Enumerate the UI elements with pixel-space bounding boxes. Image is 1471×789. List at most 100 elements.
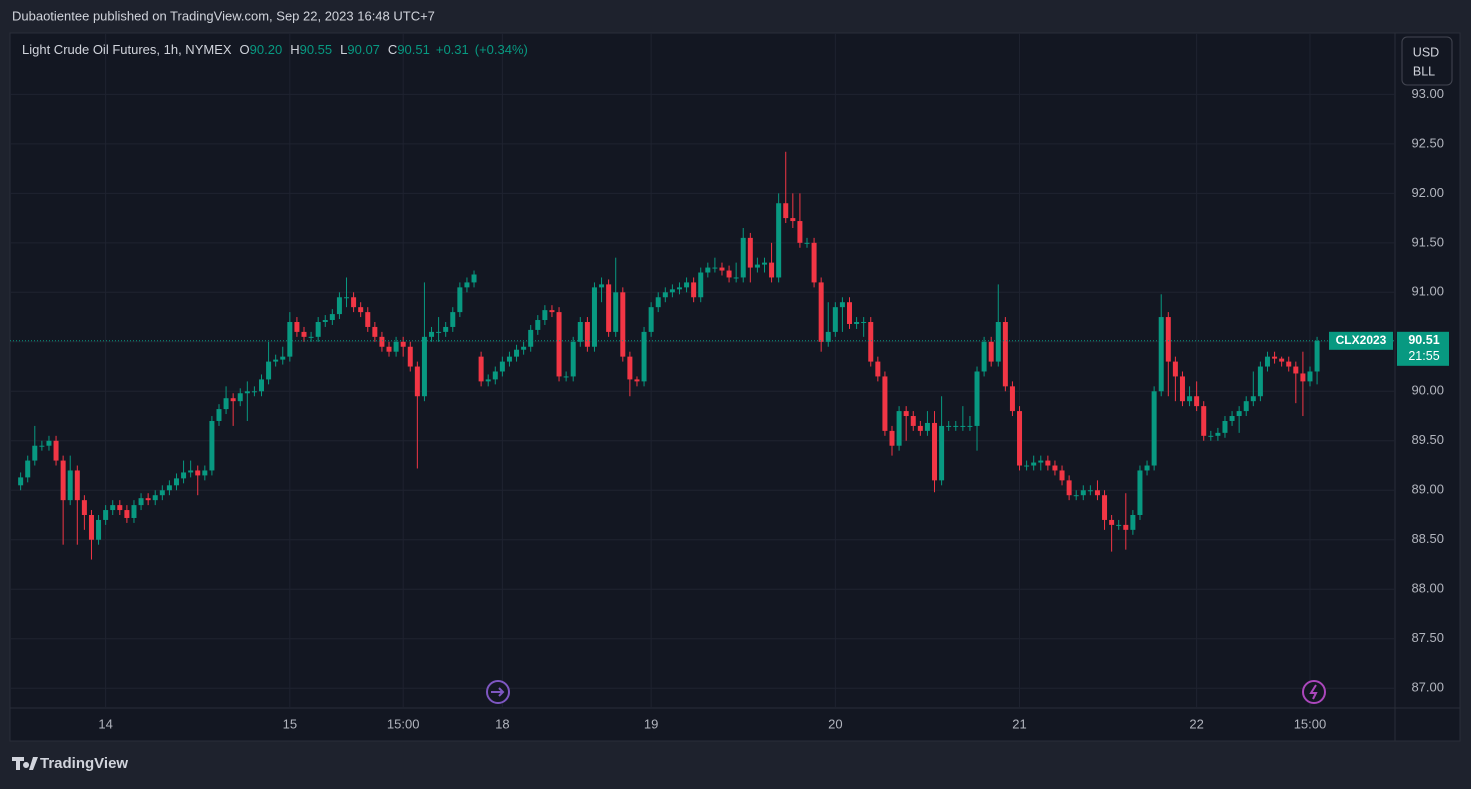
candle-body: [202, 470, 208, 476]
candle-body: [322, 320, 328, 323]
candle-body: [684, 282, 690, 288]
candle-body: [705, 267, 711, 273]
candle-body: [287, 322, 293, 357]
candle-body: [400, 341, 406, 347]
candle-body: [124, 510, 130, 518]
candle-body: [429, 331, 435, 337]
candle-body: [535, 320, 541, 330]
candle-body: [74, 470, 80, 501]
x-tick-label: 14: [98, 716, 112, 731]
candle-body: [542, 310, 548, 321]
plot: 87.0087.5088.0088.5089.0089.5090.0090.50…: [10, 33, 1460, 741]
candle-body: [1017, 411, 1023, 466]
candle-body: [1222, 420, 1228, 433]
candle-body: [103, 510, 109, 520]
candle-body: [875, 361, 881, 377]
candle-body: [655, 297, 661, 308]
candle-body: [854, 322, 860, 324]
candle-body: [25, 460, 31, 478]
candle-body: [251, 391, 257, 393]
candle-body: [39, 445, 45, 447]
y-tick-label: 93.00: [1411, 86, 1444, 101]
candle-body: [166, 485, 172, 491]
candle-body: [967, 425, 973, 427]
candle-body: [1179, 376, 1185, 402]
candle-body: [244, 391, 250, 394]
candle-body: [421, 336, 427, 397]
candle-body: [1024, 465, 1030, 467]
legend-item: C: [388, 42, 397, 57]
candle-body: [358, 307, 364, 313]
candle-body: [1314, 340, 1320, 372]
candle-body: [110, 505, 116, 511]
candle-body: [60, 460, 66, 501]
candle-body: [662, 292, 668, 298]
legend: Light Crude Oil Futures, 1h, NYMEX O90.20…: [22, 42, 528, 57]
candle-body: [620, 292, 626, 357]
candle-body: [712, 267, 718, 269]
candle-body: [903, 411, 909, 417]
candle-body: [1130, 515, 1136, 530]
candle-body: [379, 336, 385, 347]
candle-body: [1038, 460, 1044, 463]
brand: TradingView: [40, 755, 128, 772]
candle-body: [308, 336, 314, 338]
candle-body: [315, 322, 321, 337]
y-tick-label: 90.00: [1411, 383, 1444, 398]
candle-body: [939, 425, 945, 481]
candle-body: [273, 359, 279, 362]
candle-body: [414, 366, 420, 397]
candle-body: [896, 411, 902, 446]
candle-body: [301, 331, 307, 337]
candle-body: [1087, 490, 1093, 492]
candle-body: [1165, 317, 1171, 362]
candle-body: [570, 341, 576, 377]
x-tick-label: 20: [828, 716, 842, 731]
candle-body: [1243, 401, 1249, 412]
event-icon[interactable]: [1302, 680, 1326, 704]
candle-body: [407, 346, 413, 367]
candle-body: [450, 312, 456, 327]
candle-body: [995, 322, 1001, 362]
candle-body: [1201, 406, 1207, 436]
candle-body: [464, 282, 470, 288]
candle-body: [280, 356, 286, 360]
y-tick-label: 89.00: [1411, 482, 1444, 497]
candle-body: [1229, 416, 1235, 421]
candle-body: [436, 331, 442, 333]
y-tick-label: 88.50: [1411, 531, 1444, 546]
y-tick-label: 91.50: [1411, 234, 1444, 249]
candle-body: [910, 416, 916, 426]
candle-body: [960, 425, 966, 427]
candle-body: [974, 371, 980, 426]
y-tick-label: 87.50: [1411, 630, 1444, 645]
candle-body: [1172, 361, 1178, 377]
candle-body: [733, 277, 739, 279]
logo: [12, 757, 38, 770]
candle-body: [138, 498, 144, 506]
candle-body: [953, 425, 959, 427]
y-tick-label: 92.50: [1411, 135, 1444, 150]
candle-body: [499, 361, 505, 372]
candle-body: [1215, 432, 1221, 436]
candle-body: [351, 297, 357, 308]
candle-body: [1059, 470, 1065, 481]
candle-body: [669, 289, 675, 293]
candle-body: [584, 322, 590, 347]
candle-body: [1300, 373, 1306, 382]
candle-body: [811, 242, 817, 283]
candle-body: [18, 477, 24, 486]
candle-body: [1052, 465, 1058, 471]
event-icon[interactable]: [486, 680, 510, 704]
candle-body: [96, 519, 102, 540]
candle-body: [783, 203, 789, 219]
candle-body: [152, 495, 158, 501]
currency-button[interactable]: [1401, 36, 1453, 86]
y-tick-label: 89.50: [1411, 432, 1444, 447]
symbol-badge: [1329, 331, 1393, 350]
candle-body: [832, 307, 838, 332]
candle-body: [344, 297, 350, 299]
candle-body: [1158, 317, 1164, 392]
candle-body: [981, 341, 987, 372]
candle-body: [924, 422, 930, 431]
